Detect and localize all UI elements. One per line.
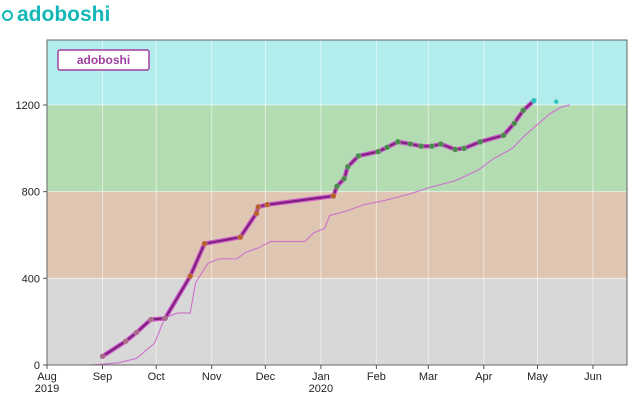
page-title: adoboshi (17, 3, 111, 26)
data-point-18 (394, 138, 401, 145)
data-point-22 (437, 140, 444, 148)
x-tick-label-3: Nov (202, 371, 222, 383)
data-point-7 (237, 234, 244, 241)
series-line-secondary (91, 104, 570, 366)
data-point-3 (147, 316, 154, 323)
data-point-extra-0 (554, 99, 559, 104)
plot-frame (46, 39, 628, 366)
data-point-25 (477, 138, 484, 145)
legend-label: adoboshi (77, 53, 130, 67)
data-point-27 (511, 120, 518, 127)
band-2 (47, 105, 627, 192)
data-point-5 (187, 273, 194, 280)
data-point-19 (407, 140, 414, 148)
circle-icon (2, 9, 13, 21)
data-point-20 (418, 143, 425, 150)
band-1 (47, 191, 627, 279)
data-point-4 (162, 315, 169, 322)
band-0 (47, 278, 627, 365)
x-tick-label-4: Dec (256, 371, 276, 383)
title-bar: adoboshi (0, 0, 110, 30)
data-point-16 (375, 148, 382, 155)
x-tick-label-7: Mar (419, 371, 438, 383)
data-point-0 (99, 353, 106, 360)
x-tick-label-1: Sep (93, 371, 113, 383)
x-tick-label-10: Jun (584, 371, 602, 383)
data-point-8 (253, 210, 260, 217)
data-point-10 (264, 201, 271, 208)
x-tick-label-2: Oct (148, 371, 165, 383)
x-tick-label-0: Aug (37, 371, 57, 383)
data-point-13 (341, 175, 348, 182)
series-line-main (101, 99, 535, 358)
data-point-17 (384, 144, 391, 151)
data-point-26 (500, 132, 507, 139)
data-point-11 (330, 192, 337, 200)
data-point-6 (201, 240, 208, 247)
x-tick-label-8: Apr (475, 371, 492, 383)
data-point-15 (355, 152, 362, 159)
x-tick-label-5: Jan (312, 371, 330, 383)
data-point-29 (530, 97, 537, 104)
y-tick-label-2: 800 (22, 187, 40, 199)
data-point-9 (255, 203, 262, 210)
data-point-14 (344, 163, 351, 170)
data-point-24 (461, 145, 468, 152)
data-point-23 (452, 146, 459, 153)
legend-box (57, 49, 150, 71)
x-tick-label-6: Feb (367, 371, 386, 383)
y-tick-label-3: 1200 (16, 100, 40, 112)
data-point-12 (333, 183, 341, 190)
x-tick-sublabel-5: 2020 (309, 383, 333, 395)
y-tick-label-0: 0 (34, 360, 40, 372)
x-tick-label-9: May (527, 371, 548, 383)
data-point-2 (133, 329, 140, 336)
data-point-1 (122, 338, 129, 345)
x-tick-sublabel-0: 2019 (35, 383, 59, 395)
data-point-21 (428, 143, 435, 150)
y-tick-label-1: 400 (22, 273, 40, 285)
data-point-28 (520, 107, 527, 114)
